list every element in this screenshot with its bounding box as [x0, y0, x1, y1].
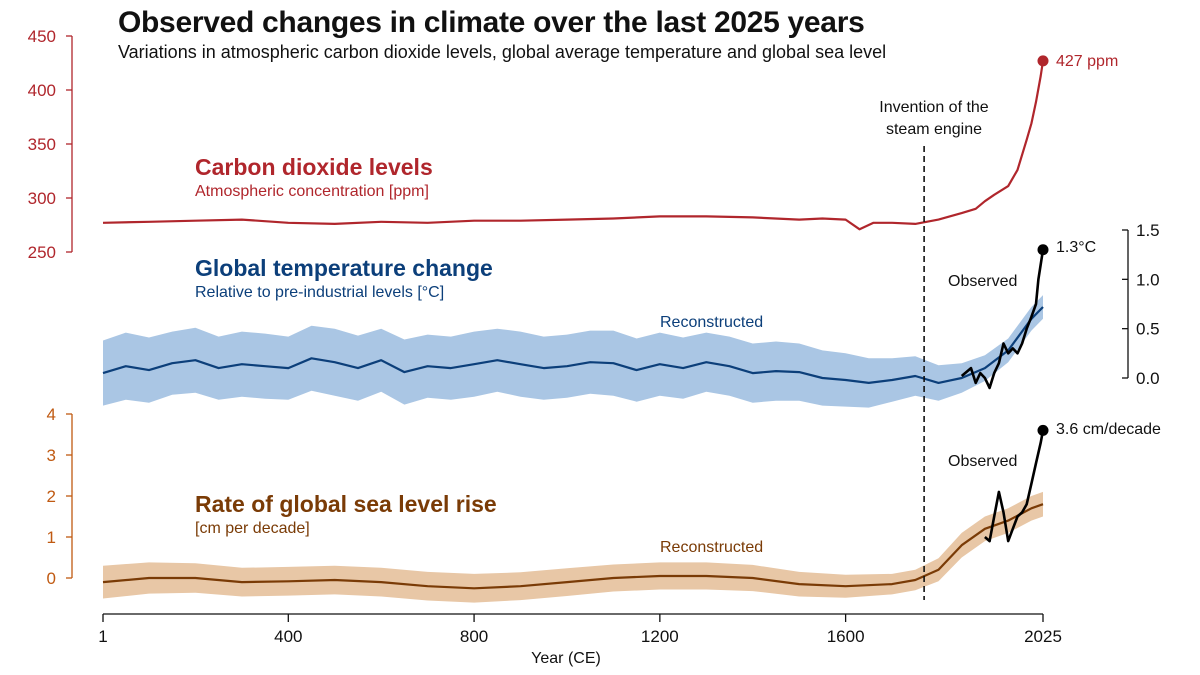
sea-observed-line [984, 430, 1045, 543]
co2-tick-label: 350 [28, 135, 56, 154]
co2-end-label: 427 ppm [1056, 53, 1118, 70]
annotation-line2: steam engine [886, 121, 982, 138]
labels-layer: Carbon dioxide levels Atmospheric concen… [195, 53, 1161, 667]
temp-end-point [1037, 244, 1049, 256]
axes-layer: 250 300 350 400 450 0.0 0.5 1.0 1.5 0 1 2 3 4 1 400 800 1… [28, 27, 1160, 646]
co2-line [102, 60, 1045, 231]
temp-end-label: 1.3°C [1056, 239, 1096, 256]
bands-layer [103, 295, 1043, 603]
x-tick-label: 1 [98, 627, 107, 646]
x-axis-label: Year (CE) [531, 650, 601, 667]
sea-reconstructed-label: Reconstructed [660, 539, 763, 556]
sea-tick-label: 4 [47, 405, 56, 424]
chart-subtitle: Variations in atmospheric carbon dioxide… [118, 42, 887, 62]
sea-tick-label: 3 [47, 446, 56, 465]
co2-end-point [1037, 55, 1049, 67]
sea-tick-label: 1 [47, 528, 56, 547]
sea-uncertainty-band [103, 491, 1043, 603]
x-tick-label: 1600 [827, 627, 865, 646]
temp-reconstructed-line [102, 306, 1044, 384]
sea-panel-subtitle: [cm per decade] [195, 520, 310, 537]
sea-end-label: 3.6 cm/decade [1056, 421, 1161, 438]
co2-tick-label: 400 [28, 81, 56, 100]
annotation-line1: Invention of the [879, 99, 989, 116]
temp-observed-line [960, 249, 1045, 390]
co2-panel-title: Carbon dioxide levels [195, 154, 433, 180]
temp-tick-label: 0.5 [1136, 320, 1160, 339]
temp-tick-label: 1.0 [1136, 270, 1160, 289]
co2-panel-subtitle: Atmospheric concentration [ppm] [195, 183, 429, 200]
temp-panel-subtitle: Relative to pre-industrial levels [°C] [195, 284, 444, 301]
sea-tick-label: 2 [47, 487, 56, 506]
co2-tick-label: 300 [28, 189, 56, 208]
co2-tick-label: 450 [28, 27, 56, 46]
x-tick-label: 1200 [641, 627, 679, 646]
sea-panel-title: Rate of global sea level rise [195, 491, 497, 517]
temp-tick-label: 0.0 [1136, 369, 1160, 388]
x-tick-label: 400 [274, 627, 302, 646]
x-tick-label: 2025 [1024, 627, 1062, 646]
sea-tick-label: 0 [47, 569, 56, 588]
chart-title: Observed changes in climate over the las… [118, 6, 865, 39]
sea-reconstructed-line [102, 503, 1044, 590]
temp-observed-label: Observed [948, 273, 1017, 290]
co2-tick-label: 250 [28, 243, 56, 262]
sea-end-point [1037, 424, 1049, 436]
temp-panel-title: Global temperature change [195, 255, 493, 281]
temp-reconstructed-label: Reconstructed [660, 314, 763, 331]
sea-observed-label: Observed [948, 453, 1017, 470]
lines-layer [102, 55, 1049, 590]
x-tick-label: 800 [460, 627, 488, 646]
temp-tick-label: 1.5 [1136, 221, 1160, 240]
temp-uncertainty-band [103, 295, 1043, 408]
